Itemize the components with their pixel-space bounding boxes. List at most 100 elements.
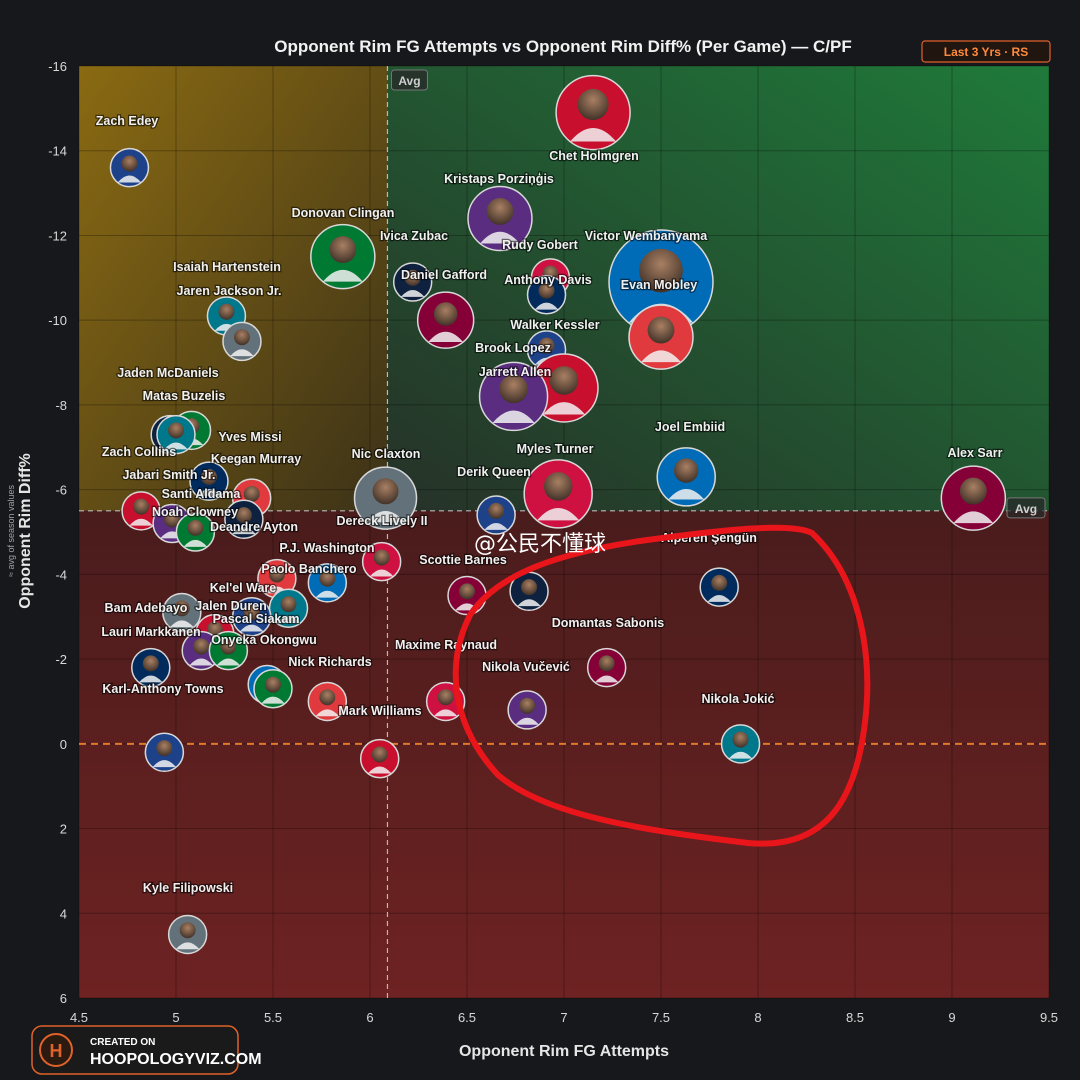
player-point — [253, 668, 293, 709]
player-head-icon — [268, 566, 285, 583]
avg-y-tag-box — [1006, 497, 1046, 519]
player-point — [156, 414, 196, 455]
player-label: Keegan Murray — [211, 452, 301, 466]
chart-title: Opponent Rim FG Attempts vs Opponent Rim… — [274, 37, 851, 56]
player-label: Alex Sarr — [948, 446, 1003, 460]
player-label: Jabari Smith Jr. — [122, 468, 215, 482]
player-head-icon — [404, 269, 421, 286]
player-jersey-icon — [367, 766, 392, 774]
player-label: Zach Edey — [96, 114, 159, 128]
player-jersey-icon — [261, 696, 285, 704]
player-jersey-icon — [230, 349, 254, 357]
player-head-icon — [329, 236, 357, 264]
player-point — [359, 738, 400, 779]
player-label: Domantas Sabonis — [552, 616, 665, 630]
player-label: Jaren Jackson Jr. — [177, 284, 282, 298]
player-point — [257, 558, 297, 599]
player-jersey-icon — [400, 289, 425, 297]
player-head-icon — [549, 366, 579, 395]
player-point — [523, 459, 593, 529]
player-label: P.J. Washington — [279, 541, 374, 555]
player-head-icon — [173, 600, 190, 617]
player-head-icon — [319, 689, 336, 706]
player-jersey-icon — [183, 539, 208, 547]
x-tick-label: 8.5 — [846, 1010, 864, 1025]
player-jersey-icon — [216, 658, 241, 666]
player-head-icon — [121, 155, 138, 172]
highlight-stroke — [452, 524, 871, 847]
player-head-icon — [732, 731, 749, 748]
player-head-icon — [499, 374, 528, 404]
player-head-icon — [156, 740, 173, 757]
player-head-icon — [639, 248, 683, 293]
player-head-icon — [674, 458, 699, 483]
player-label: Jaden McDaniels — [117, 366, 218, 380]
player-jersey-icon — [175, 942, 200, 950]
player-head-icon — [133, 498, 150, 515]
player-head-icon — [711, 574, 728, 591]
y-tick-label: 2 — [60, 822, 67, 837]
avg-x-tag-box — [390, 69, 428, 91]
y-tick-label: -14 — [48, 144, 67, 159]
player-point — [175, 512, 216, 552]
x-axis-label: Opponent Rim FG Attempts — [459, 1043, 669, 1060]
player-label: Nikola Jokić — [702, 692, 775, 706]
player-jersey-icon — [139, 675, 163, 683]
player-head-icon — [647, 316, 675, 344]
x-tick-label: 7 — [560, 1010, 567, 1025]
player-jersey-icon — [232, 527, 256, 535]
player-point — [307, 681, 348, 722]
player-label: Isaiah Hartenstein — [173, 260, 281, 274]
player-jersey-icon — [129, 518, 153, 526]
player-head-icon — [538, 337, 555, 354]
player-point — [231, 596, 272, 637]
x-tick-label: 8 — [754, 1010, 761, 1025]
player-jersey-icon — [369, 569, 394, 577]
logo-mark-text: H — [50, 1041, 63, 1061]
player-label: Yves Missi — [218, 430, 281, 444]
player-head-icon — [187, 519, 204, 536]
badge-box — [921, 40, 1051, 63]
player-label: Jarrett Allen — [479, 365, 551, 379]
player-point — [392, 262, 433, 302]
player-point — [476, 495, 516, 535]
avg-y-tag: Avg — [1015, 502, 1037, 516]
player-point — [656, 447, 716, 507]
quadrant-top-right — [387, 66, 1050, 511]
y-tick-label: -6 — [55, 483, 67, 498]
player-label: Nikola Vučević — [482, 660, 570, 674]
player-head-icon — [577, 88, 609, 120]
player-point — [167, 914, 208, 955]
player-head-icon — [319, 570, 336, 587]
player-head-icon — [280, 596, 297, 613]
player-jersey-icon — [641, 350, 681, 363]
player-label: Jalen Duren — [195, 599, 267, 613]
player-label: Kyle Filipowski — [143, 881, 233, 895]
player-point — [109, 147, 150, 188]
y-tick-label: 0 — [60, 737, 67, 752]
player-label: Zach Collins — [102, 445, 176, 459]
player-point — [507, 690, 547, 730]
player-head-icon — [201, 469, 217, 485]
player-point — [416, 291, 475, 349]
player-label: Maxime Raynaud — [395, 638, 497, 652]
player-point — [310, 223, 376, 290]
season-badge[interactable]: Last 3 Yrs · RS — [921, 40, 1051, 63]
player-point — [222, 321, 262, 362]
player-jersey-icon — [323, 269, 363, 282]
player-jersey-icon — [668, 488, 705, 500]
player-head-icon — [598, 655, 615, 672]
x-tick-label: 9.5 — [1040, 1010, 1058, 1025]
player-point — [353, 466, 418, 530]
player-label: Victor Wembanyama — [585, 229, 709, 243]
logo-box — [31, 1025, 239, 1075]
player-jersey-icon — [480, 231, 520, 244]
player-label: Chet Holmgren — [549, 149, 639, 163]
player-label: Evan Mobley — [621, 278, 697, 292]
y-tick-label: -12 — [48, 228, 67, 243]
player-jersey-icon — [433, 709, 458, 717]
player-label: Anthony Davis — [504, 273, 592, 287]
player-label: Mark Williams — [338, 704, 421, 718]
player-jersey-icon — [164, 442, 188, 450]
logo-mark-icon — [39, 1033, 73, 1067]
